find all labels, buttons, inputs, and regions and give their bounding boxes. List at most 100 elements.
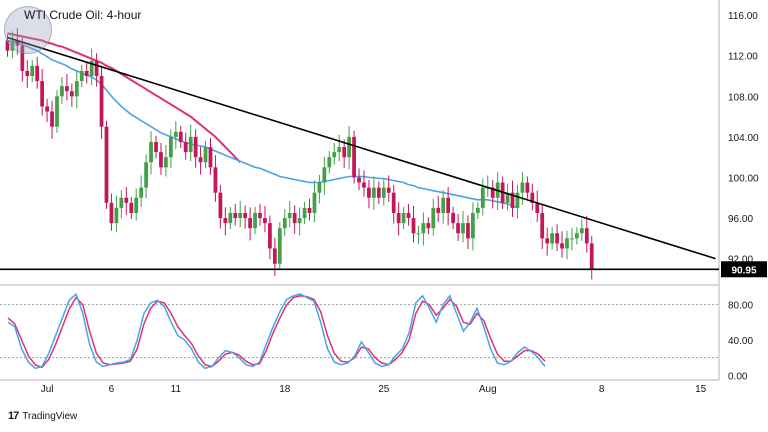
candle-body [84, 70, 89, 77]
candle-body [208, 147, 213, 168]
candle-body [466, 223, 470, 239]
candle-body [530, 192, 535, 203]
candle-body [89, 60, 94, 77]
candle-body [391, 192, 396, 213]
candle-body [164, 157, 168, 168]
tradingview-brand: TradingView [22, 410, 78, 422]
candle-body [416, 233, 421, 235]
candle-body [233, 212, 238, 219]
candle-body [119, 197, 124, 208]
current-price-label: 90.95 [731, 265, 756, 276]
candle-body [188, 136, 193, 153]
candle-body [337, 147, 342, 153]
candle-body [505, 192, 510, 203]
candle-body [312, 192, 317, 213]
candle-body [431, 207, 436, 229]
candle-body [451, 212, 455, 224]
candle-body [193, 136, 198, 158]
candle-body [263, 218, 267, 224]
candle-body [223, 218, 228, 224]
candle-body [421, 223, 426, 234]
candle-body [272, 248, 277, 264]
candle-body [381, 187, 386, 198]
candle-body [228, 212, 233, 224]
candle-body [406, 212, 411, 219]
candle-body [5, 40, 10, 51]
candle-body [589, 243, 594, 269]
candle-body [139, 187, 144, 198]
candle-body [357, 177, 361, 183]
candle-body [35, 65, 40, 82]
candle-body [302, 207, 307, 219]
candle-body [446, 197, 451, 213]
candle-body [575, 233, 579, 239]
candle-body [243, 212, 248, 219]
candle-body [203, 147, 208, 163]
price-tick-label: 112.00 [728, 52, 758, 63]
candle-body [213, 167, 218, 193]
candle-body [367, 187, 371, 198]
candle-body [69, 91, 74, 97]
price-tick-label: 96.00 [728, 214, 753, 225]
candle-body [40, 81, 45, 107]
oscillator-tick-label: 0.00 [728, 371, 748, 382]
current-price-marker [721, 261, 767, 278]
descending-trendline [7, 36, 716, 260]
candle-body [45, 106, 49, 112]
candle-body [327, 157, 332, 168]
candle-body [342, 147, 347, 158]
price-tick-label: 100.00 [728, 173, 759, 184]
candle-body [109, 202, 114, 224]
candle-body [144, 162, 148, 188]
candle-body [168, 136, 173, 158]
candle-body [579, 228, 584, 234]
candle-body [550, 233, 555, 244]
price-tick-label: 92.00 [728, 255, 753, 266]
candle-body [411, 218, 416, 234]
candle-body [297, 218, 302, 224]
time-tick-label: 11 [171, 384, 182, 395]
time-tick-label: Jul [41, 384, 54, 395]
candle-body [371, 187, 376, 198]
candle-body [134, 197, 139, 213]
symbol-logo-icon [4, 6, 52, 54]
candle-body [347, 136, 352, 158]
candle-body [480, 187, 485, 208]
candle-body [149, 141, 153, 163]
candle-body [401, 212, 406, 224]
candle-body [441, 197, 446, 213]
tradingview-footer[interactable]: 17 TradingView [8, 410, 77, 422]
candle-body [555, 233, 559, 244]
candle-body [307, 207, 312, 213]
candle-body [55, 96, 59, 127]
candle-body [79, 70, 84, 82]
candle-body [396, 212, 401, 224]
candle-body [540, 212, 545, 239]
candle-body [99, 76, 104, 127]
candle-body [475, 207, 480, 213]
candle-body [386, 187, 391, 193]
candle-body [362, 182, 366, 188]
candle-body [124, 197, 129, 203]
tradingview-logo-icon: 17 [8, 410, 19, 422]
price-tick-label: 116.00 [728, 11, 758, 22]
candle-body [218, 192, 223, 219]
candle-body [456, 223, 460, 234]
time-tick-label: 18 [279, 384, 291, 395]
time-tick-label: 15 [695, 384, 707, 395]
price-tick-label: 108.00 [728, 92, 759, 103]
oscillator-tick-label: 40.00 [728, 336, 753, 347]
candle-body [584, 228, 589, 244]
time-tick-label: Aug [479, 384, 497, 395]
candle-body [154, 141, 158, 153]
candle-body [159, 152, 163, 168]
candle-body [570, 238, 574, 240]
candles-group [5, 28, 594, 280]
candle-body [30, 65, 35, 77]
time-tick-label: 25 [378, 384, 390, 395]
candle-body [50, 111, 54, 127]
candle-body [178, 131, 183, 142]
candle-body [515, 192, 520, 208]
oscillator-tick-label: 80.00 [728, 301, 753, 312]
